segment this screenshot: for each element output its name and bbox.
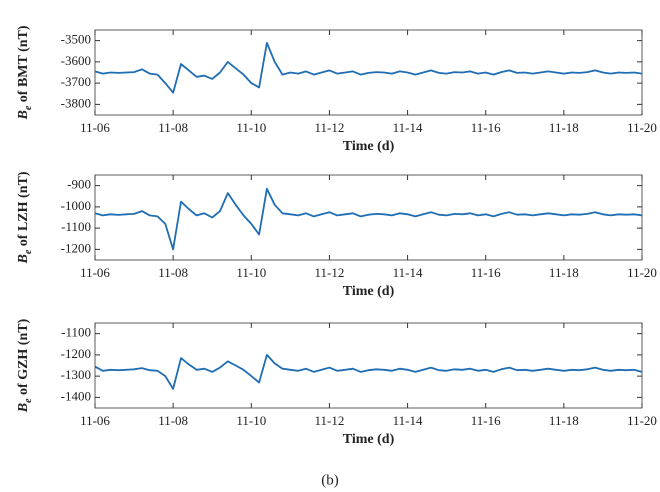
plot-frame (94, 29, 643, 116)
x-tick-label: 11-14 (393, 265, 423, 280)
y-tick-label: -1200 (61, 240, 91, 255)
caption: (b) (321, 472, 339, 488)
y-label-symbol: B (16, 403, 31, 413)
x-tick-label: 11-12 (314, 120, 344, 135)
y-tick-label: -1200 (61, 346, 91, 361)
x-tick-label: 11-06 (80, 413, 110, 428)
y-label-subscript: e (23, 105, 34, 110)
x-tick-label: 11-12 (314, 413, 344, 428)
y-tick-label: -3600 (61, 53, 91, 68)
y-label-symbol: B (16, 110, 31, 120)
x-tick-label: 11-14 (393, 120, 423, 135)
x-tick-label: 11-16 (471, 265, 501, 280)
y-label-text: of LZH (nT) (16, 171, 31, 250)
y-label-text: of BMT (nT) (16, 25, 31, 106)
x-tick-label: 11-18 (549, 413, 579, 428)
y-axis-label: Be of LZH (nT) (16, 171, 34, 264)
y-tick-label: -3800 (61, 95, 91, 110)
y-tick-label: -900 (67, 177, 91, 192)
x-tick-label: 11-06 (80, 120, 110, 135)
x-tick-label: 11-12 (314, 265, 344, 280)
x-tick-label: 11-08 (158, 265, 188, 280)
x-tick-label: 11-20 (627, 265, 657, 280)
x-axis-label: Time (d) (343, 139, 395, 154)
x-tick-label: 11-06 (80, 265, 110, 280)
x-tick-label: 11-18 (549, 120, 579, 135)
x-tick-label: 11-10 (236, 120, 266, 135)
x-tick-label: 11-08 (158, 120, 188, 135)
x-tick-label: 11-20 (627, 120, 657, 135)
y-axis-label: Be of BMT (nT) (16, 25, 34, 120)
y-label-subscript: e (23, 249, 34, 254)
data-line (94, 41, 643, 94)
x-axis-label: Time (d) (343, 284, 395, 299)
y-label-text: of GZH (nT) (16, 318, 31, 398)
y-axis-label: Be of GZH (nT) (16, 318, 34, 413)
y-tick-label: -1100 (61, 325, 91, 340)
y-tick-label: -1000 (61, 198, 91, 213)
x-tick-label: 11-10 (236, 413, 266, 428)
y-tick-label: -3700 (61, 74, 91, 89)
x-tick-label: 11-08 (158, 413, 188, 428)
x-tick-label: 11-18 (549, 265, 579, 280)
x-tick-label: 11-14 (393, 413, 423, 428)
data-line (94, 354, 643, 390)
y-label-symbol: B (16, 254, 31, 264)
y-tick-label: -1300 (61, 367, 91, 382)
y-tick-label: -1100 (61, 219, 91, 234)
y-tick-label: -1400 (61, 388, 91, 403)
data-line (94, 187, 643, 251)
y-tick-label: -3500 (61, 32, 91, 47)
x-axis-label: Time (d) (343, 432, 395, 447)
x-tick-label: 11-16 (471, 413, 501, 428)
x-tick-label: 11-20 (627, 413, 657, 428)
plot-frame (94, 322, 643, 409)
plot-frame (94, 174, 643, 261)
x-tick-label: 11-10 (236, 265, 266, 280)
x-tick-label: 11-16 (471, 120, 501, 135)
y-label-subscript: e (23, 398, 34, 403)
